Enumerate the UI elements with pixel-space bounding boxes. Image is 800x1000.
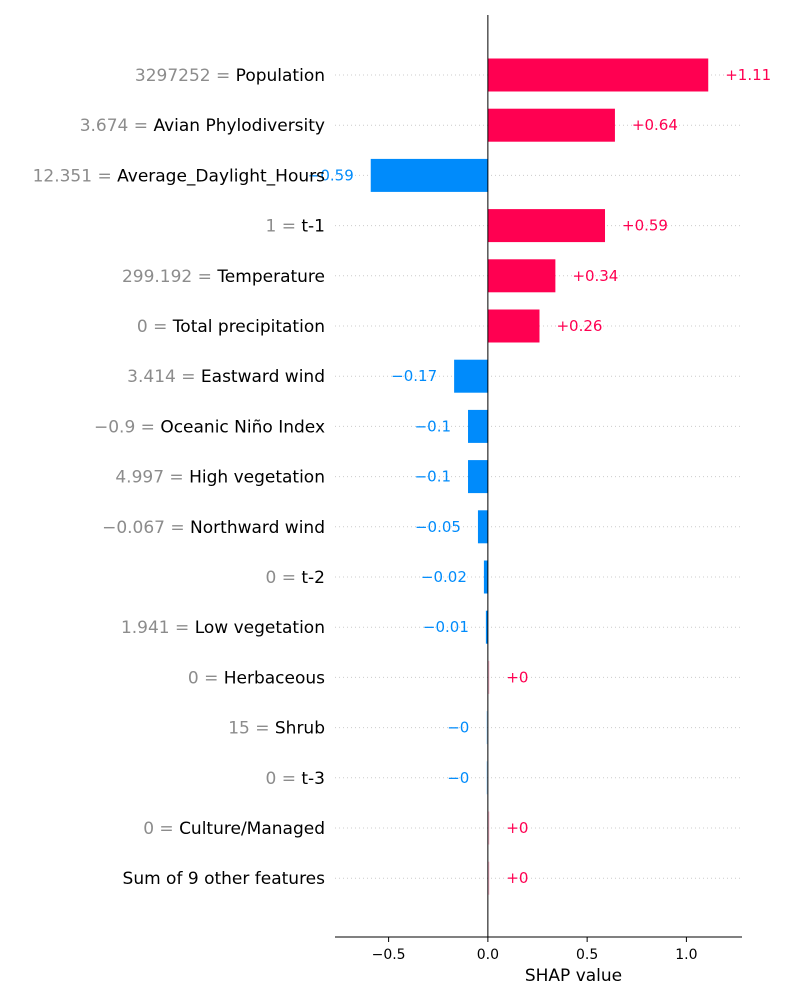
bar [468, 460, 488, 494]
feature-name: Herbaceous [224, 668, 325, 688]
feature-value: 299.192 = [122, 267, 217, 287]
feature-name: t-3 [301, 769, 325, 789]
bar-value-label: +0 [506, 869, 528, 887]
feature-name: t-1 [301, 217, 325, 237]
feature-value: −0.9 = [94, 417, 160, 437]
bar [468, 409, 488, 443]
bar-value-label: +0.59 [622, 217, 668, 235]
bar-value-label: +0.34 [572, 267, 618, 285]
feature-name: Avian Phylodiversity [153, 116, 325, 136]
feature-value: −0.067 = [102, 518, 190, 538]
feature-value: 0 = [266, 769, 302, 789]
feature-name: High vegetation [189, 468, 325, 488]
feature-value: 0 = [266, 568, 302, 588]
feature-label: Sum of 9 other features [123, 869, 326, 889]
feature-value: 0 = [137, 317, 173, 337]
feature-value: 3.414 = [127, 367, 201, 387]
feature-name: Eastward wind [201, 367, 325, 387]
bars [370, 58, 709, 895]
feature-value: 0 = [188, 668, 224, 688]
bar [483, 560, 488, 594]
bar-value-label: −0.02 [421, 568, 467, 586]
feature-label: 12.351 = Average_Daylight_Hours [33, 166, 326, 186]
bar-value-label: +0.26 [556, 317, 602, 335]
feature-label: 0 = Culture/Managed [143, 819, 325, 839]
bar [487, 861, 490, 895]
bar-value-label: −0.05 [415, 518, 461, 536]
bar-value-label: −0.01 [423, 618, 469, 636]
feature-name: Temperature [216, 267, 325, 287]
bar [487, 209, 606, 243]
feature-name: t-2 [301, 568, 325, 588]
bar [477, 510, 488, 544]
bar-value-label: −0.1 [415, 468, 451, 486]
feature-value: 1.941 = [121, 618, 195, 638]
feature-value: 15 = [228, 719, 275, 739]
feature-label: 4.997 = High vegetation [115, 468, 325, 488]
bar [454, 359, 488, 393]
feature-value: 12.351 = [33, 166, 118, 186]
feature-name: Average_Daylight_Hours [117, 166, 325, 186]
bar [370, 158, 488, 192]
bar-value-label: +0.64 [632, 116, 678, 134]
bar [485, 610, 488, 644]
feature-name: Northward wind [190, 518, 325, 538]
feature-label: −0.9 = Oceanic Niño Index [94, 417, 325, 437]
feature-value: 3297252 = [135, 66, 236, 86]
feature-label: 1 = t-1 [266, 217, 326, 237]
feature-name: Total precipitation [172, 317, 325, 337]
bar-value-label: −0.59 [308, 166, 354, 184]
bar-value-label: −0.1 [415, 417, 451, 435]
feature-label: 3.414 = Eastward wind [127, 367, 325, 387]
bar [487, 58, 709, 92]
x-tick-label: 1.0 [675, 947, 697, 963]
bar-value-label: +0 [506, 819, 528, 837]
feature-value: 0 = [143, 819, 179, 839]
feature-value: 4.997 = [115, 468, 189, 488]
feature-label: 15 = Shrub [228, 719, 325, 739]
gridlines [335, 74, 742, 879]
feature-label: 3.674 = Avian Phylodiversity [80, 116, 325, 136]
feature-name: Low vegetation [195, 618, 325, 638]
bar [487, 108, 615, 142]
feature-value: 3.674 = [80, 116, 154, 136]
feature-label: 1.941 = Low vegetation [121, 618, 325, 638]
feature-name: Shrub [275, 719, 325, 739]
bar [486, 711, 488, 745]
feature-labels: 3297252 = Population 3.674 = Avian Phylod… [33, 66, 326, 889]
bar [487, 660, 490, 694]
feature-value: 1 = [266, 217, 302, 237]
feature-label: 0 = Total precipitation [137, 317, 325, 337]
bar-value-label: +0 [506, 668, 528, 686]
feature-label: −0.067 = Northward wind [102, 518, 325, 538]
x-axis-label: SHAP value [525, 966, 622, 986]
bar [487, 259, 556, 293]
x-axis: −0.5 0.0 0.5 1.0 [335, 936, 742, 963]
feature-name: Culture/Managed [179, 819, 325, 839]
bar-value-label: −0 [447, 769, 469, 787]
bar [487, 811, 490, 845]
x-tick-label: 0.5 [576, 947, 598, 963]
bar-value-label: +1.11 [725, 66, 771, 84]
bar-value-label: −0.17 [391, 367, 437, 385]
feature-name: Sum of 9 other features [123, 869, 326, 889]
feature-label: 0 = t-3 [266, 769, 326, 789]
feature-label: 3297252 = Population [135, 66, 325, 86]
feature-label: 0 = Herbaceous [188, 668, 325, 688]
feature-name: Oceanic Niño Index [160, 417, 325, 437]
x-tick-label: −0.5 [372, 947, 406, 963]
feature-name: Population [236, 66, 325, 86]
bar [487, 309, 540, 343]
bar [486, 761, 488, 795]
feature-label: 299.192 = Temperature [122, 267, 325, 287]
x-tick-label: 0.0 [477, 947, 499, 963]
bar-value-labels: +1.11 +0.64 −0.59 +0.59 +0.34 +0.26 −0.17 −0.1 −… [308, 66, 771, 887]
bar-value-label: −0 [447, 719, 469, 737]
feature-label: 0 = t-2 [266, 568, 326, 588]
